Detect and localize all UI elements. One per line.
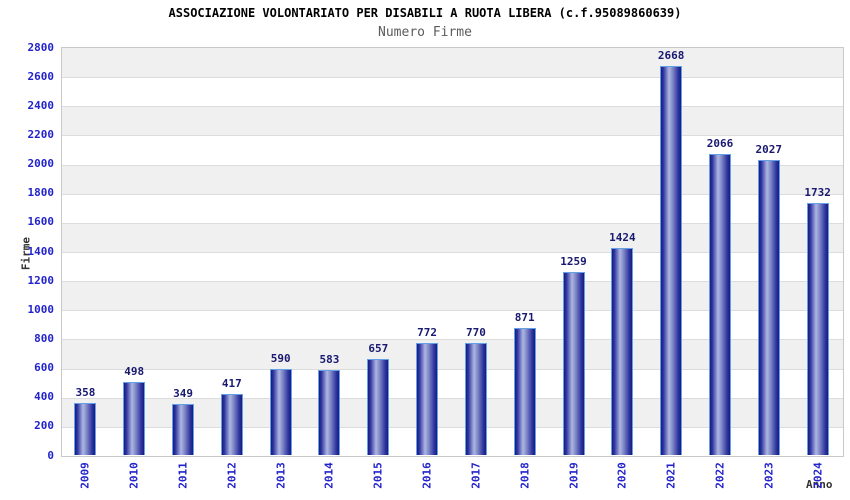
bar-2017 — [464, 342, 487, 455]
x-tick-2019: 2019 — [567, 462, 581, 489]
y-tick-2400: 2400 — [27, 98, 55, 112]
gridline — [62, 77, 843, 79]
bar-2022 — [708, 153, 731, 455]
y-tick-2800: 2800 — [27, 40, 55, 54]
bar-value-label: 657 — [368, 342, 389, 356]
y-tick-1400: 1400 — [27, 244, 55, 258]
bar-value-label: 1259 — [560, 254, 587, 268]
gridline — [62, 397, 843, 399]
gridline — [62, 193, 843, 195]
gridline — [62, 164, 843, 166]
chart-title: ASSOCIAZIONE VOLONTARIATO PER DISABILI A… — [168, 6, 682, 20]
x-tick-2015: 2015 — [371, 462, 385, 489]
bar-2021 — [660, 66, 683, 455]
x-tick-2021: 2021 — [664, 462, 678, 489]
bar-2013 — [269, 369, 292, 455]
bar-2015 — [367, 359, 390, 455]
bar-value-label: 1424 — [609, 230, 636, 244]
x-tick-2011: 2011 — [176, 462, 190, 489]
bar-2018 — [513, 328, 536, 455]
gridline — [62, 135, 843, 137]
gridline — [62, 106, 843, 108]
bar-2012 — [220, 394, 243, 455]
bar-value-label: 772 — [417, 325, 438, 339]
x-tick-2017: 2017 — [469, 462, 483, 489]
gridline — [62, 222, 843, 224]
bar-value-label: 417 — [221, 377, 242, 391]
bar-value-label: 349 — [173, 387, 193, 401]
bar-2014 — [318, 370, 341, 455]
y-tick-1000: 1000 — [27, 302, 55, 316]
bar-value-label: 583 — [319, 353, 340, 367]
y-tick-1600: 1600 — [27, 215, 55, 229]
x-tick-2023: 2023 — [762, 462, 776, 489]
y-tick-2200: 2200 — [27, 127, 55, 141]
x-tick-2010: 2010 — [127, 462, 141, 489]
x-tick-2022: 2022 — [713, 462, 727, 489]
y-tick-0: 0 — [47, 448, 54, 462]
x-tick-2009: 2009 — [78, 462, 92, 489]
bar-value-label: 770 — [465, 325, 486, 339]
bar-value-label: 498 — [124, 365, 145, 379]
y-tick-600: 600 — [34, 361, 54, 375]
x-tick-2024: 2024 — [811, 462, 825, 489]
bar-value-label: 2066 — [706, 136, 734, 150]
y-tick-400: 400 — [34, 390, 54, 404]
x-tick-2018: 2018 — [518, 462, 532, 489]
x-axis-title: Anno — [806, 478, 833, 491]
gridline — [62, 281, 843, 283]
x-tick-2012: 2012 — [225, 462, 239, 489]
bar-2020 — [611, 247, 634, 455]
plot-band — [62, 106, 843, 136]
gridline — [62, 426, 843, 428]
gridline — [62, 252, 843, 253]
y-tick-800: 800 — [34, 331, 54, 345]
plot-band — [62, 77, 843, 107]
bar-value-label: 590 — [270, 352, 291, 366]
chart-subtitle: Numero Firme — [378, 25, 472, 40]
bar-value-label: 2668 — [657, 49, 685, 63]
bar-2011 — [172, 404, 195, 455]
y-tick-2600: 2600 — [27, 69, 55, 83]
bar-value-label: 358 — [75, 385, 96, 399]
bar-2024 — [806, 202, 829, 455]
gridline — [62, 368, 843, 370]
y-tick-1200: 1200 — [27, 273, 55, 287]
gridline — [62, 310, 843, 312]
x-tick-2014: 2014 — [322, 462, 336, 489]
bar-2009 — [74, 402, 97, 455]
bar-2023 — [757, 159, 780, 455]
bar-2016 — [416, 342, 439, 455]
plot-band — [62, 48, 843, 78]
bar-value-label: 2027 — [755, 142, 783, 156]
bar-2010 — [123, 382, 146, 455]
gridline — [62, 339, 843, 341]
bar-value-label: 871 — [514, 311, 535, 325]
x-tick-2020: 2020 — [615, 462, 629, 489]
bar-value-label: 1732 — [804, 185, 831, 199]
y-tick-2000: 2000 — [27, 157, 55, 171]
y-tick-1800: 1800 — [27, 186, 55, 200]
x-tick-2013: 2013 — [274, 462, 288, 489]
y-tick-200: 200 — [34, 419, 54, 433]
x-tick-2016: 2016 — [420, 462, 434, 489]
bar-2019 — [562, 271, 585, 455]
